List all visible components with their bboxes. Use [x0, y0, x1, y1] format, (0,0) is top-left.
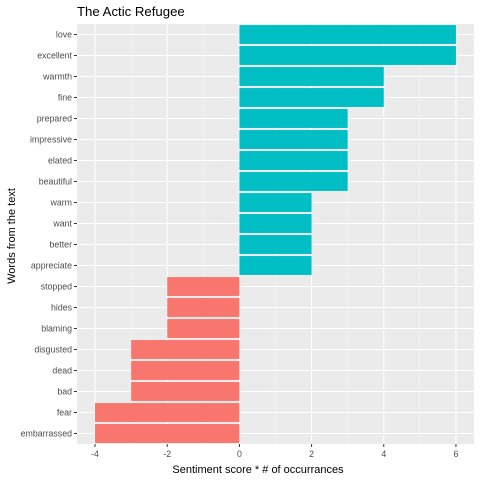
- y-tick-label: want: [52, 219, 72, 229]
- y-tick-label: better: [50, 240, 73, 250]
- y-tick-label: bad: [57, 387, 72, 397]
- bar-warmth: [239, 67, 384, 86]
- x-axis-title: Sentiment score * # of occurrances: [172, 464, 344, 476]
- bar-better: [239, 235, 312, 254]
- bar-disgusted: [131, 340, 240, 359]
- bar-blaming: [167, 319, 240, 338]
- bar-hides: [167, 298, 240, 317]
- bar-bad: [131, 382, 240, 401]
- bar-excellent: [239, 46, 456, 65]
- y-tick-label: blaming: [41, 324, 72, 334]
- x-tick-label: -2: [163, 449, 171, 459]
- x-tick-label: 6: [454, 449, 459, 459]
- y-tick-label: prepared: [37, 114, 72, 124]
- bar-appreciate: [239, 256, 312, 275]
- bar-beautiful: [239, 172, 348, 191]
- bar-prepared: [239, 109, 348, 128]
- bar-love: [239, 25, 456, 44]
- y-tick-label: stopped: [41, 282, 72, 292]
- bar-want: [239, 214, 312, 233]
- bar-impressive: [239, 130, 348, 149]
- y-tick-label: fine: [58, 93, 72, 103]
- y-tick-label: embarrassed: [21, 429, 72, 439]
- x-tick-label: 4: [381, 449, 386, 459]
- y-tick-label: elated: [48, 156, 72, 166]
- y-tick-label: beautiful: [39, 177, 72, 187]
- y-tick-label: disgusted: [34, 345, 72, 355]
- x-tick-label: 2: [309, 449, 314, 459]
- bar-dead: [131, 361, 240, 380]
- y-tick-label: warmth: [42, 72, 72, 82]
- chart-title: The Actic Refugee: [77, 4, 185, 19]
- bar-elated: [239, 151, 348, 170]
- x-tick-label: -4: [91, 449, 99, 459]
- y-axis-title: Words from the text: [6, 188, 18, 284]
- x-tick-label: 0: [237, 449, 242, 459]
- y-tick-label: hides: [51, 303, 73, 313]
- y-tick-label: dead: [52, 366, 72, 376]
- y-tick-label: love: [56, 30, 72, 40]
- bar-warm: [239, 193, 312, 212]
- bar-fear: [95, 403, 240, 422]
- y-tick-label: warm: [49, 198, 72, 208]
- bars: [95, 25, 456, 443]
- y-tick-label: fear: [57, 408, 72, 418]
- bar-fine: [239, 88, 384, 107]
- bar-embarrassed: [95, 424, 240, 443]
- x-axis: -4 -2 0 2 4 6: [91, 444, 459, 459]
- y-tick-label: appreciate: [31, 261, 72, 271]
- y-tick-label: excellent: [37, 51, 72, 61]
- y-axis: love excellent warmth fine prepared impressiv…: [21, 30, 77, 439]
- y-tick-label: impressive: [30, 135, 72, 145]
- bar-stopped: [167, 277, 240, 296]
